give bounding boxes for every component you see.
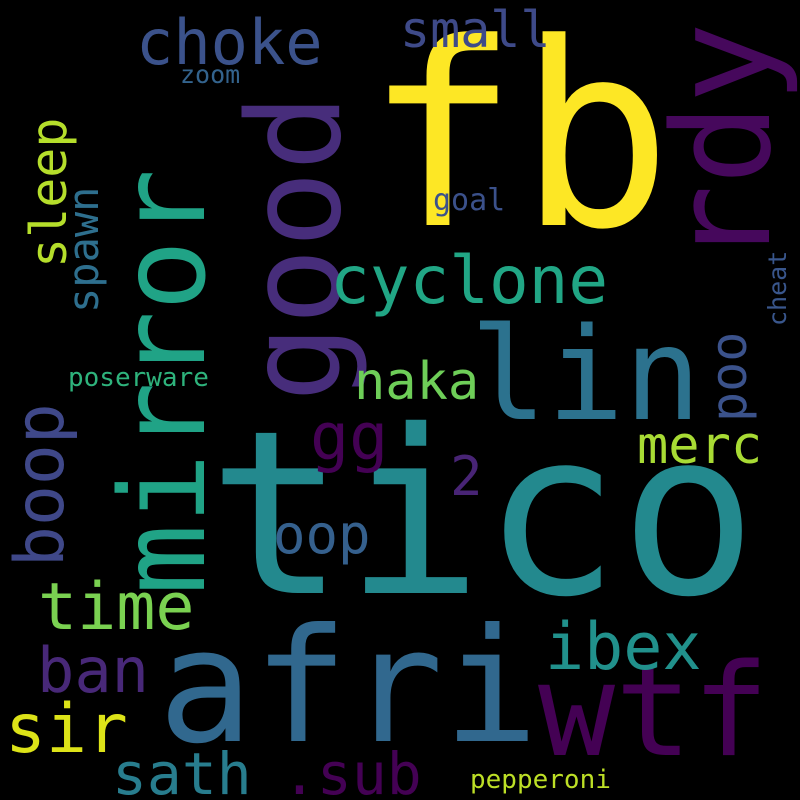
word-sir: sir <box>5 690 128 769</box>
word-fb: fb <box>365 0 673 286</box>
word-sub: .sub <box>282 740 422 800</box>
word-gg: gg <box>310 400 389 475</box>
word-time: time <box>38 570 195 645</box>
word-oop: oop <box>273 503 371 566</box>
word-ibex: ibex <box>545 610 702 685</box>
word-small: small <box>400 1 551 59</box>
word-merc: merc <box>637 416 763 476</box>
word-sath: sath <box>112 740 252 800</box>
word-pepperoni: pepperoni <box>470 765 611 795</box>
word-lin: lin <box>470 301 702 450</box>
word-boop: boop <box>1 403 80 567</box>
word-tico: tico <box>208 381 758 647</box>
word-wtf: wtf <box>538 637 770 786</box>
word-2: 2 <box>450 445 483 508</box>
word-poserware: poserware <box>68 363 209 393</box>
word-zoom: zoom <box>180 60 241 89</box>
word-ban: ban <box>37 634 149 707</box>
word-naka: naka <box>354 352 480 412</box>
word-spawn: spawn <box>59 186 108 313</box>
word-choke: choke <box>136 6 323 79</box>
word-goal: goal <box>433 183 506 218</box>
word-cyclone: cyclone <box>330 242 609 319</box>
word-cheat: cheat <box>763 250 792 326</box>
word-poo: poo <box>700 331 758 422</box>
word-rdy: rdy <box>644 22 800 266</box>
word-afri: afri <box>158 595 539 779</box>
